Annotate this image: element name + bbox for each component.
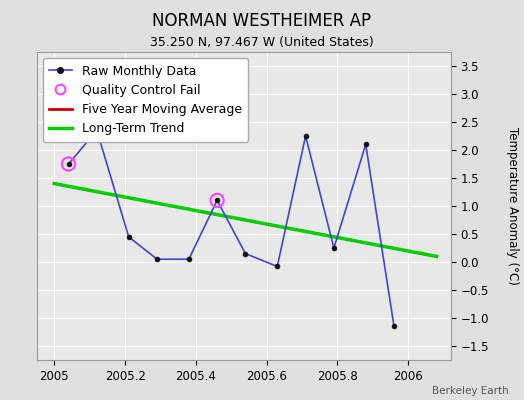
Raw Monthly Data bbox=[331, 246, 337, 250]
Raw Monthly Data bbox=[185, 257, 192, 262]
Raw Monthly Data bbox=[66, 162, 72, 166]
Quality Control Fail bbox=[213, 197, 221, 204]
Y-axis label: Temperature Anomaly (°C): Temperature Anomaly (°C) bbox=[506, 127, 519, 285]
Raw Monthly Data bbox=[363, 142, 369, 147]
Raw Monthly Data bbox=[391, 324, 397, 329]
Raw Monthly Data bbox=[242, 251, 248, 256]
Quality Control Fail bbox=[64, 161, 73, 167]
Raw Monthly Data bbox=[154, 257, 160, 262]
Legend: Raw Monthly Data, Quality Control Fail, Five Year Moving Average, Long-Term Tren: Raw Monthly Data, Quality Control Fail, … bbox=[43, 58, 248, 142]
Quality Control Fail bbox=[93, 127, 101, 134]
Raw Monthly Data bbox=[126, 234, 132, 239]
Text: 35.250 N, 97.467 W (United States): 35.250 N, 97.467 W (United States) bbox=[150, 36, 374, 49]
Text: Berkeley Earth: Berkeley Earth bbox=[432, 386, 508, 396]
Line: Raw Monthly Data: Raw Monthly Data bbox=[66, 128, 397, 329]
Raw Monthly Data bbox=[214, 198, 220, 203]
Raw Monthly Data bbox=[302, 134, 309, 138]
Raw Monthly Data bbox=[274, 264, 280, 269]
Raw Monthly Data bbox=[94, 128, 100, 133]
Text: NORMAN WESTHEIMER AP: NORMAN WESTHEIMER AP bbox=[152, 12, 372, 30]
